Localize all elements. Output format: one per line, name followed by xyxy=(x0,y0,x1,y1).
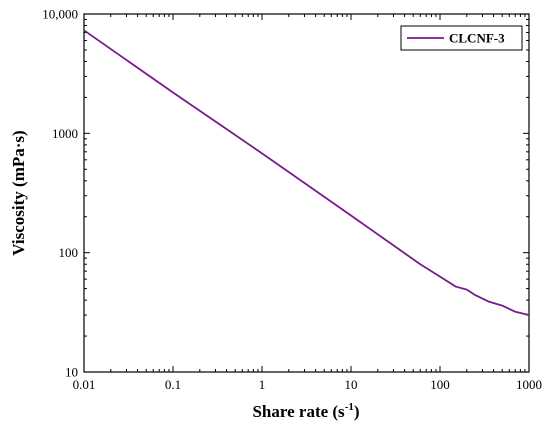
y-tick-label: 100 xyxy=(59,245,79,260)
x-tick-label: 1 xyxy=(259,377,266,392)
y-axis-title: Viscosity (mPa·s) xyxy=(9,130,28,255)
x-axis-title-sup: -1 xyxy=(345,401,354,413)
legend-label-clcnf-3: CLCNF-3 xyxy=(449,31,505,46)
x-tick-label: 1000 xyxy=(516,377,542,392)
x-axis-title-end: ) xyxy=(354,402,360,421)
y-tick-label: 1000 xyxy=(52,126,78,141)
series-line-clcnf-3 xyxy=(83,29,530,316)
x-tick-label: 10 xyxy=(345,377,358,392)
x-tick-label: 100 xyxy=(430,377,450,392)
y-tick-label: 10,000 xyxy=(42,7,78,22)
x-tick-label: 0.1 xyxy=(165,377,181,392)
series-layer xyxy=(83,29,530,316)
legend: CLCNF-3 xyxy=(400,25,523,51)
x-axis-title-main: Share rate (s xyxy=(252,402,345,421)
plot-area xyxy=(83,13,530,373)
y-tick-label: 10 xyxy=(65,365,78,380)
x-tick-label: 0.01 xyxy=(73,377,96,392)
plot-frame xyxy=(83,13,530,373)
x-axis-title: Share rate (s-1) xyxy=(252,401,359,421)
ticks-layer: 0.01 0.1 1 10 100 1000 10 100 1000 10,000 xyxy=(42,7,542,393)
